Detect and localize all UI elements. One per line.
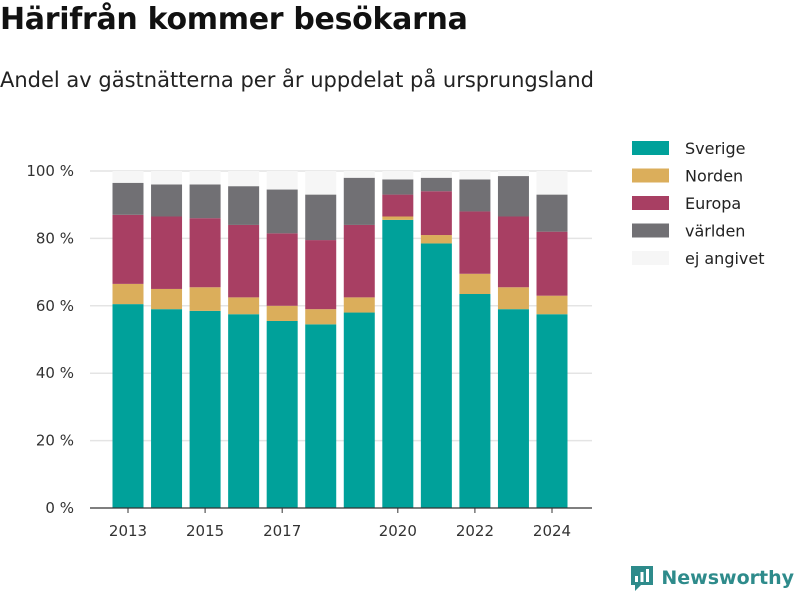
bar-segment (459, 294, 491, 508)
y-tick-label: 60 % (36, 297, 74, 315)
axes: 0 % 20 % 40 % 60 % 80 % 100 % 2013 2015 2017 2020… (26, 162, 592, 540)
bar-segment (305, 309, 337, 325)
bar-segment (228, 314, 260, 508)
bar-segment (189, 184, 221, 219)
bar-segment (420, 171, 452, 178)
bar-segment (382, 179, 414, 195)
legend: Sverige Norden Europa världen ej angivet (632, 139, 765, 268)
bar-segment (536, 314, 568, 508)
bar-segment (382, 216, 414, 220)
x-tick-label: 2022 (456, 522, 494, 540)
bar-segment (459, 171, 491, 180)
bar-segment (497, 176, 529, 217)
bar-segment (151, 309, 183, 508)
bar-segment (228, 186, 260, 225)
bar-segment (189, 310, 221, 508)
bar-segment (112, 283, 144, 305)
bar-segment (305, 171, 337, 195)
bar-segment (228, 224, 260, 298)
legend-swatch (632, 168, 669, 183)
bar-segment (497, 171, 529, 177)
bar-segment (189, 171, 221, 185)
bar-segment (189, 218, 221, 288)
bar-segment (459, 179, 491, 212)
y-tick-label: 0 % (45, 499, 74, 517)
bar-segment (343, 171, 375, 178)
x-tick-label: 2013 (109, 522, 147, 540)
bar-segment (420, 235, 452, 244)
brand-name: Newsworthy (661, 567, 794, 589)
bar-segment (459, 211, 491, 274)
bar-segment (420, 177, 452, 192)
y-tick-label: 100 % (26, 162, 74, 180)
bar-segment (266, 305, 298, 321)
x-tick-label: 2017 (263, 522, 301, 540)
bar-segment (228, 297, 260, 315)
bar-segment (305, 194, 337, 241)
bar-segment (112, 304, 144, 508)
bar-segment (536, 194, 568, 232)
newsworthy-logo-icon (631, 566, 654, 591)
bar-segment (343, 224, 375, 298)
legend-label: Europa (685, 194, 741, 213)
bar-segment (151, 171, 183, 185)
legend-swatch (632, 196, 669, 210)
bar-segment (228, 171, 260, 187)
bar-segment (266, 189, 298, 234)
bar-segment (189, 287, 221, 311)
bar-segment (497, 309, 529, 508)
newsworthy-logo: Newsworthy (629, 564, 794, 592)
chart-subtitle: Andel av gästnätterna per år uppdelat på… (0, 68, 594, 92)
bar-segment (151, 288, 183, 310)
legend-label: Norden (685, 167, 743, 186)
bar-segment (343, 177, 375, 225)
bar-segment (151, 216, 183, 289)
bar-segment (151, 184, 183, 217)
bar-segment (420, 243, 452, 508)
bar-segment (536, 295, 568, 315)
chart-title: Härifrån kommer besökarna (0, 2, 468, 37)
x-tick-label: 2020 (379, 522, 417, 540)
bar-segment (112, 182, 144, 215)
legend-label: Sverige (685, 139, 746, 158)
bar-segment (305, 324, 337, 508)
bar-segment (343, 312, 375, 508)
legend-swatch (632, 141, 669, 155)
x-tick-label: 2024 (533, 522, 571, 540)
bar-segment (382, 219, 414, 509)
bar-segment (536, 231, 568, 296)
legend-swatch (632, 223, 669, 238)
legend-swatch (632, 251, 669, 265)
bar-segment (497, 216, 529, 288)
bar-segment (266, 320, 298, 508)
bar-segment (112, 171, 144, 183)
bar-segment (112, 214, 144, 284)
y-tick-label: 40 % (36, 364, 74, 382)
bar-segment (536, 171, 568, 195)
bar-segment (266, 171, 298, 190)
legend-label: världen (685, 222, 745, 241)
x-tick-label: 2015 (186, 522, 224, 540)
bar-segment (420, 191, 452, 236)
bars (112, 171, 568, 509)
bar-segment (305, 240, 337, 310)
y-tick-label: 20 % (36, 432, 74, 450)
bar-segment (459, 273, 491, 295)
y-tick-label: 80 % (36, 229, 74, 247)
bar-segment (343, 297, 375, 313)
bar-segment (382, 171, 414, 180)
bar-segment (497, 287, 529, 310)
legend-label: ej angivet (685, 249, 765, 268)
bar-segment (382, 194, 414, 217)
bar-segment (266, 233, 298, 306)
